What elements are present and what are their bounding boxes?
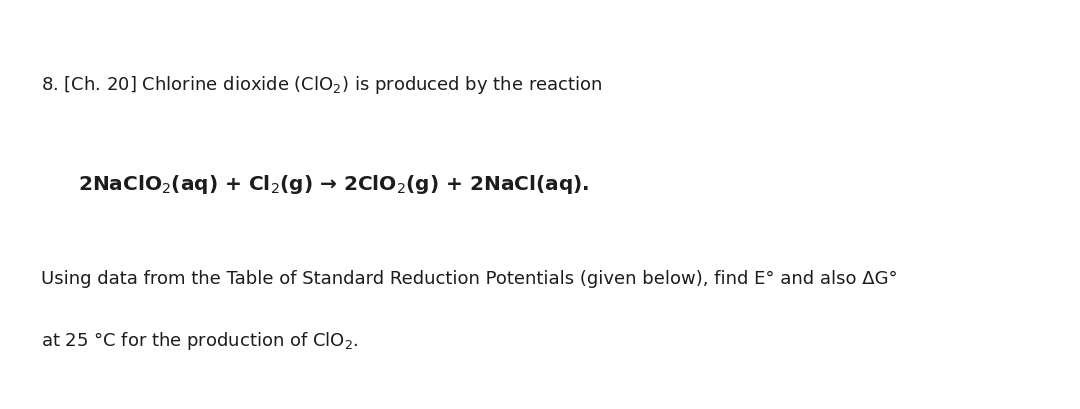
Text: at 25 °C for the production of ClO$_2$.: at 25 °C for the production of ClO$_2$.: [41, 330, 359, 352]
Text: 2NaClO$_2$(aq) + Cl$_2$(g) → 2ClO$_2$(g) + 2NaCl(aq).: 2NaClO$_2$(aq) + Cl$_2$(g) → 2ClO$_2$(g)…: [78, 173, 589, 196]
Text: 8. [Ch. 20] Chlorine dioxide (ClO$_2$) is produced by the reaction: 8. [Ch. 20] Chlorine dioxide (ClO$_2$) i…: [41, 74, 603, 96]
Text: Using data from the Table of Standard Reduction Potentials (given below), find E: Using data from the Table of Standard Re…: [41, 270, 897, 288]
